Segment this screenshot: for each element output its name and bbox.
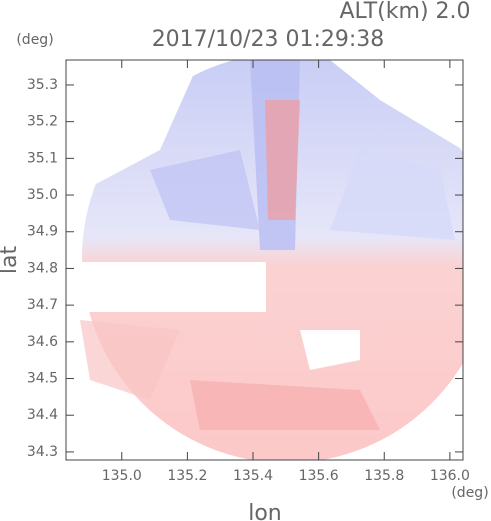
x-tick-label: 136.0 (430, 468, 470, 484)
y-tick-label: 34.9 (27, 224, 58, 240)
x-tick-label: 135.8 (364, 468, 404, 484)
y-axis-label: lat (0, 246, 22, 275)
y-tick-label: 34.7 (27, 297, 58, 313)
subtitle: ALT(km) 2.0 (339, 0, 470, 24)
y-tick-label: 34.8 (27, 260, 58, 276)
y-tick-label: 35.1 (27, 150, 58, 166)
chart-title: 2017/10/23 01:29:38 (152, 27, 385, 52)
x-tick-label: 135.4 (233, 468, 273, 484)
y-tick-label: 34.5 (27, 371, 58, 387)
y-tick-label: 35.3 (27, 77, 58, 93)
x-axis-label: lon (248, 501, 282, 521)
y-tick-label: 35.0 (27, 187, 58, 203)
y-tick-label: 34.4 (27, 407, 58, 423)
y-tick-label: 34.3 (27, 444, 58, 460)
y-tick-label: 35.2 (27, 114, 58, 130)
x-tick-label: 135.6 (299, 468, 339, 484)
plot-frame (65, 59, 464, 461)
y-tick-label: 34.6 (27, 334, 58, 350)
x-unit: (deg) (451, 485, 488, 501)
y-unit: (deg) (16, 32, 53, 48)
x-tick-label: 135.2 (167, 468, 207, 484)
x-tick-label: 135.0 (102, 468, 142, 484)
radar-field (66, 60, 463, 460)
